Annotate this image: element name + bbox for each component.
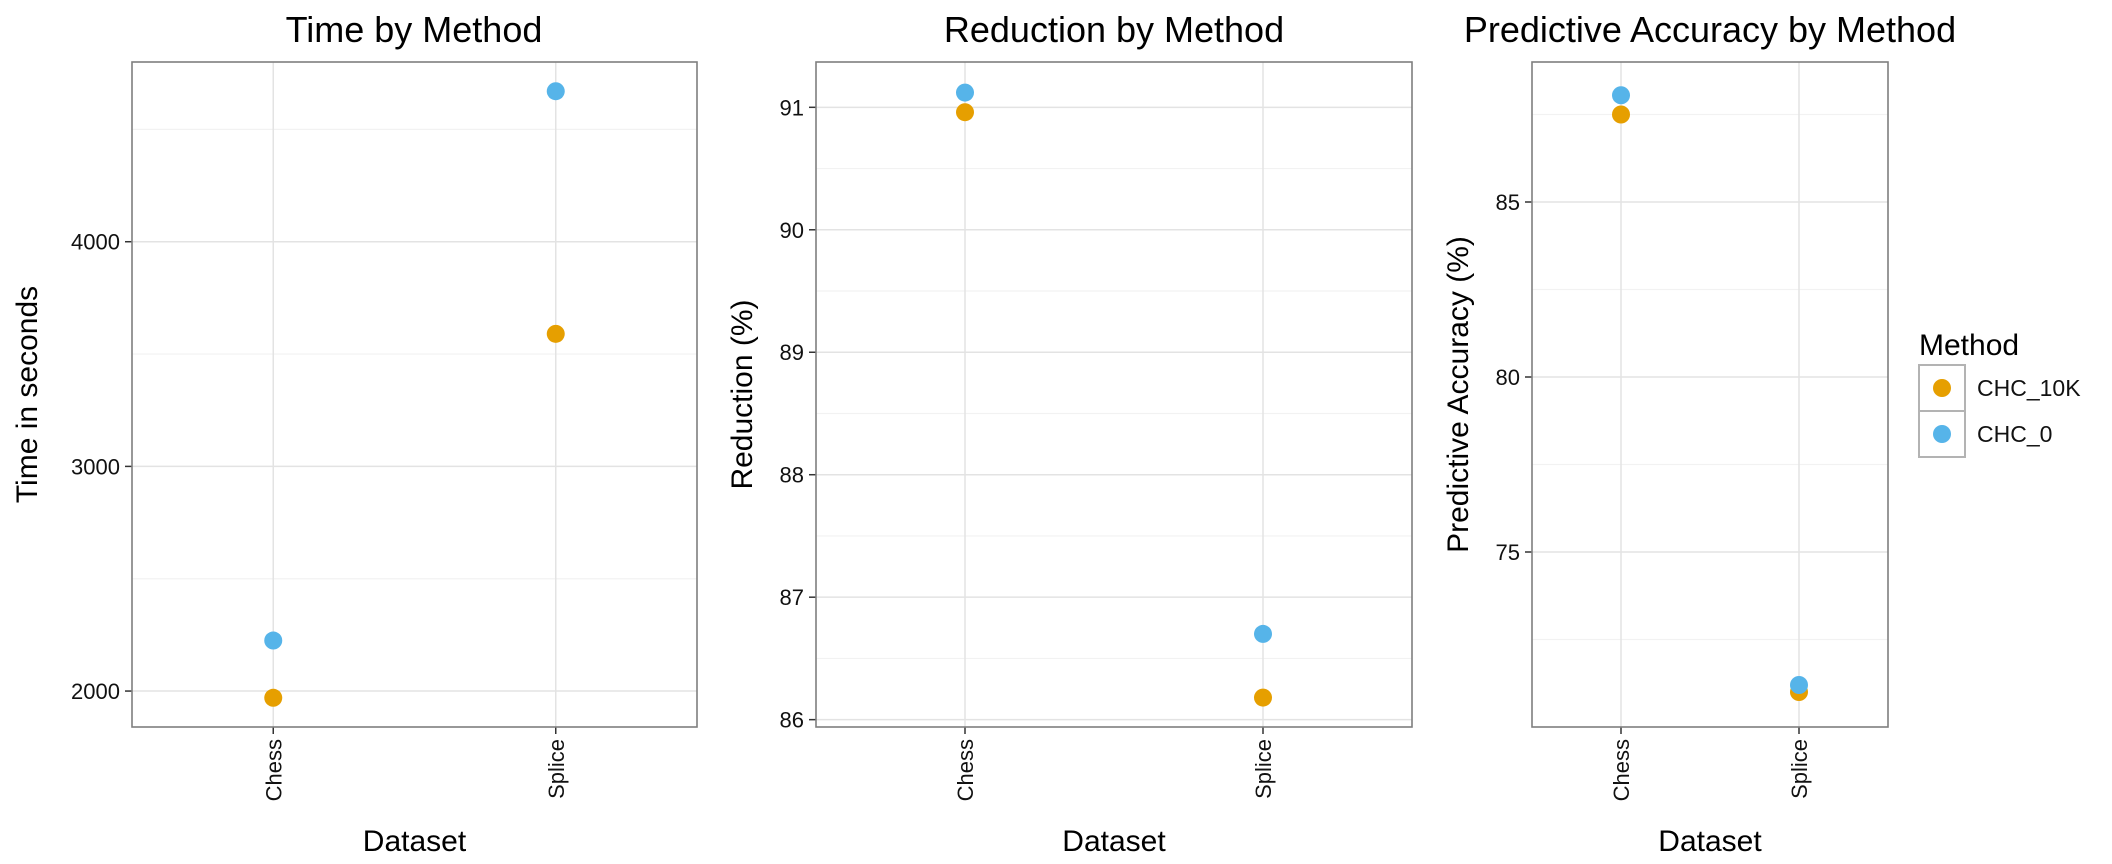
- x-tick-label-time: Chess: [261, 739, 286, 801]
- point-reduction-chc-0-chess: [956, 83, 974, 102]
- legend-key-chc-10k: [1933, 379, 1951, 397]
- y-tick-label-accuracy: 85: [1496, 190, 1520, 215]
- y-tick-label-time: 4000: [71, 230, 120, 255]
- y-tick-label-accuracy: 80: [1496, 365, 1520, 390]
- y-axis-title-reduction: Reduction (%): [726, 299, 759, 489]
- plot-background-reduction: [816, 62, 1412, 727]
- chart-title-reduction: Reduction by Method: [944, 9, 1284, 50]
- point-accuracy-chc-10k-chess: [1612, 105, 1630, 124]
- y-tick-label-reduction: 89: [780, 340, 804, 365]
- y-axis-title-accuracy: Predictive Accuracy (%): [1442, 236, 1475, 553]
- panel-border-reduction: [815, 61, 1413, 728]
- panel-border-time: [131, 61, 698, 728]
- point-time-chc-10k-chess: [264, 688, 283, 707]
- y-axis-title-time: Time in seconds: [11, 286, 44, 503]
- x-axis-title-accuracy: Dataset: [1658, 825, 1762, 858]
- panel-reduction: 86 87 88 89 90 91 Chess Splice Reduction by Meth…: [726, 9, 1413, 858]
- legend-label-chc-0: CHC_0: [1977, 421, 2052, 447]
- point-accuracy-chc-0-chess: [1612, 86, 1630, 105]
- panel-accuracy: 75 80 85 Chess Splice Predictive Accuracy by …: [1442, 9, 1956, 858]
- legend-key-chc-0: [1933, 425, 1951, 443]
- plot-background-accuracy: [1532, 62, 1888, 727]
- point-reduction-chc-10k-chess: [956, 103, 974, 122]
- panels: 2000 3000 4000 Chess Splice Time by Method Dat…: [11, 9, 1956, 858]
- x-tick-label-reduction: Chess: [953, 739, 978, 801]
- chart-title-time: Time by Method: [286, 9, 543, 50]
- x-axis-title-time: Dataset: [363, 825, 467, 858]
- point-accuracy-chc-0-splice: [1790, 676, 1808, 694]
- y-tick-label-time: 2000: [71, 679, 120, 704]
- chart-title-accuracy: Predictive Accuracy by Method: [1464, 9, 1956, 50]
- x-axis-title-reduction: Dataset: [1062, 825, 1166, 858]
- x-tick-label-time: Splice: [544, 739, 569, 799]
- point-reduction-chc-10k-splice: [1254, 688, 1272, 707]
- point-reduction-chc-0-splice: [1254, 624, 1272, 643]
- plot-background-time: [132, 62, 697, 727]
- panel-time: 2000 3000 4000 Chess Splice Time by Method Dat…: [11, 9, 698, 858]
- x-tick-label-reduction: Splice: [1251, 739, 1276, 799]
- y-tick-label-time: 3000: [71, 454, 120, 479]
- legend-title: Method: [1919, 329, 2019, 362]
- legend-label-chc-10k: CHC_10K: [1977, 375, 2081, 401]
- panel-border-accuracy: [1531, 61, 1889, 728]
- point-time-chc-0-chess: [264, 631, 283, 650]
- point-time-chc-10k-splice: [546, 324, 565, 343]
- x-tick-label-accuracy: Chess: [1609, 739, 1634, 801]
- legend-key-chc-10k-box: [1918, 364, 1966, 412]
- y-tick-label-reduction: 91: [780, 95, 804, 120]
- x-tick-label-accuracy: Splice: [1787, 739, 1812, 799]
- legend: Method CHC_10K CHC_0: [1918, 329, 2081, 458]
- y-tick-label-reduction: 86: [780, 708, 804, 733]
- y-tick-label-reduction: 90: [780, 218, 804, 243]
- point-time-chc-0-splice: [546, 82, 565, 101]
- y-tick-label-accuracy: 75: [1496, 540, 1520, 565]
- y-tick-label-reduction: 87: [780, 585, 804, 610]
- y-tick-label-reduction: 88: [780, 463, 804, 488]
